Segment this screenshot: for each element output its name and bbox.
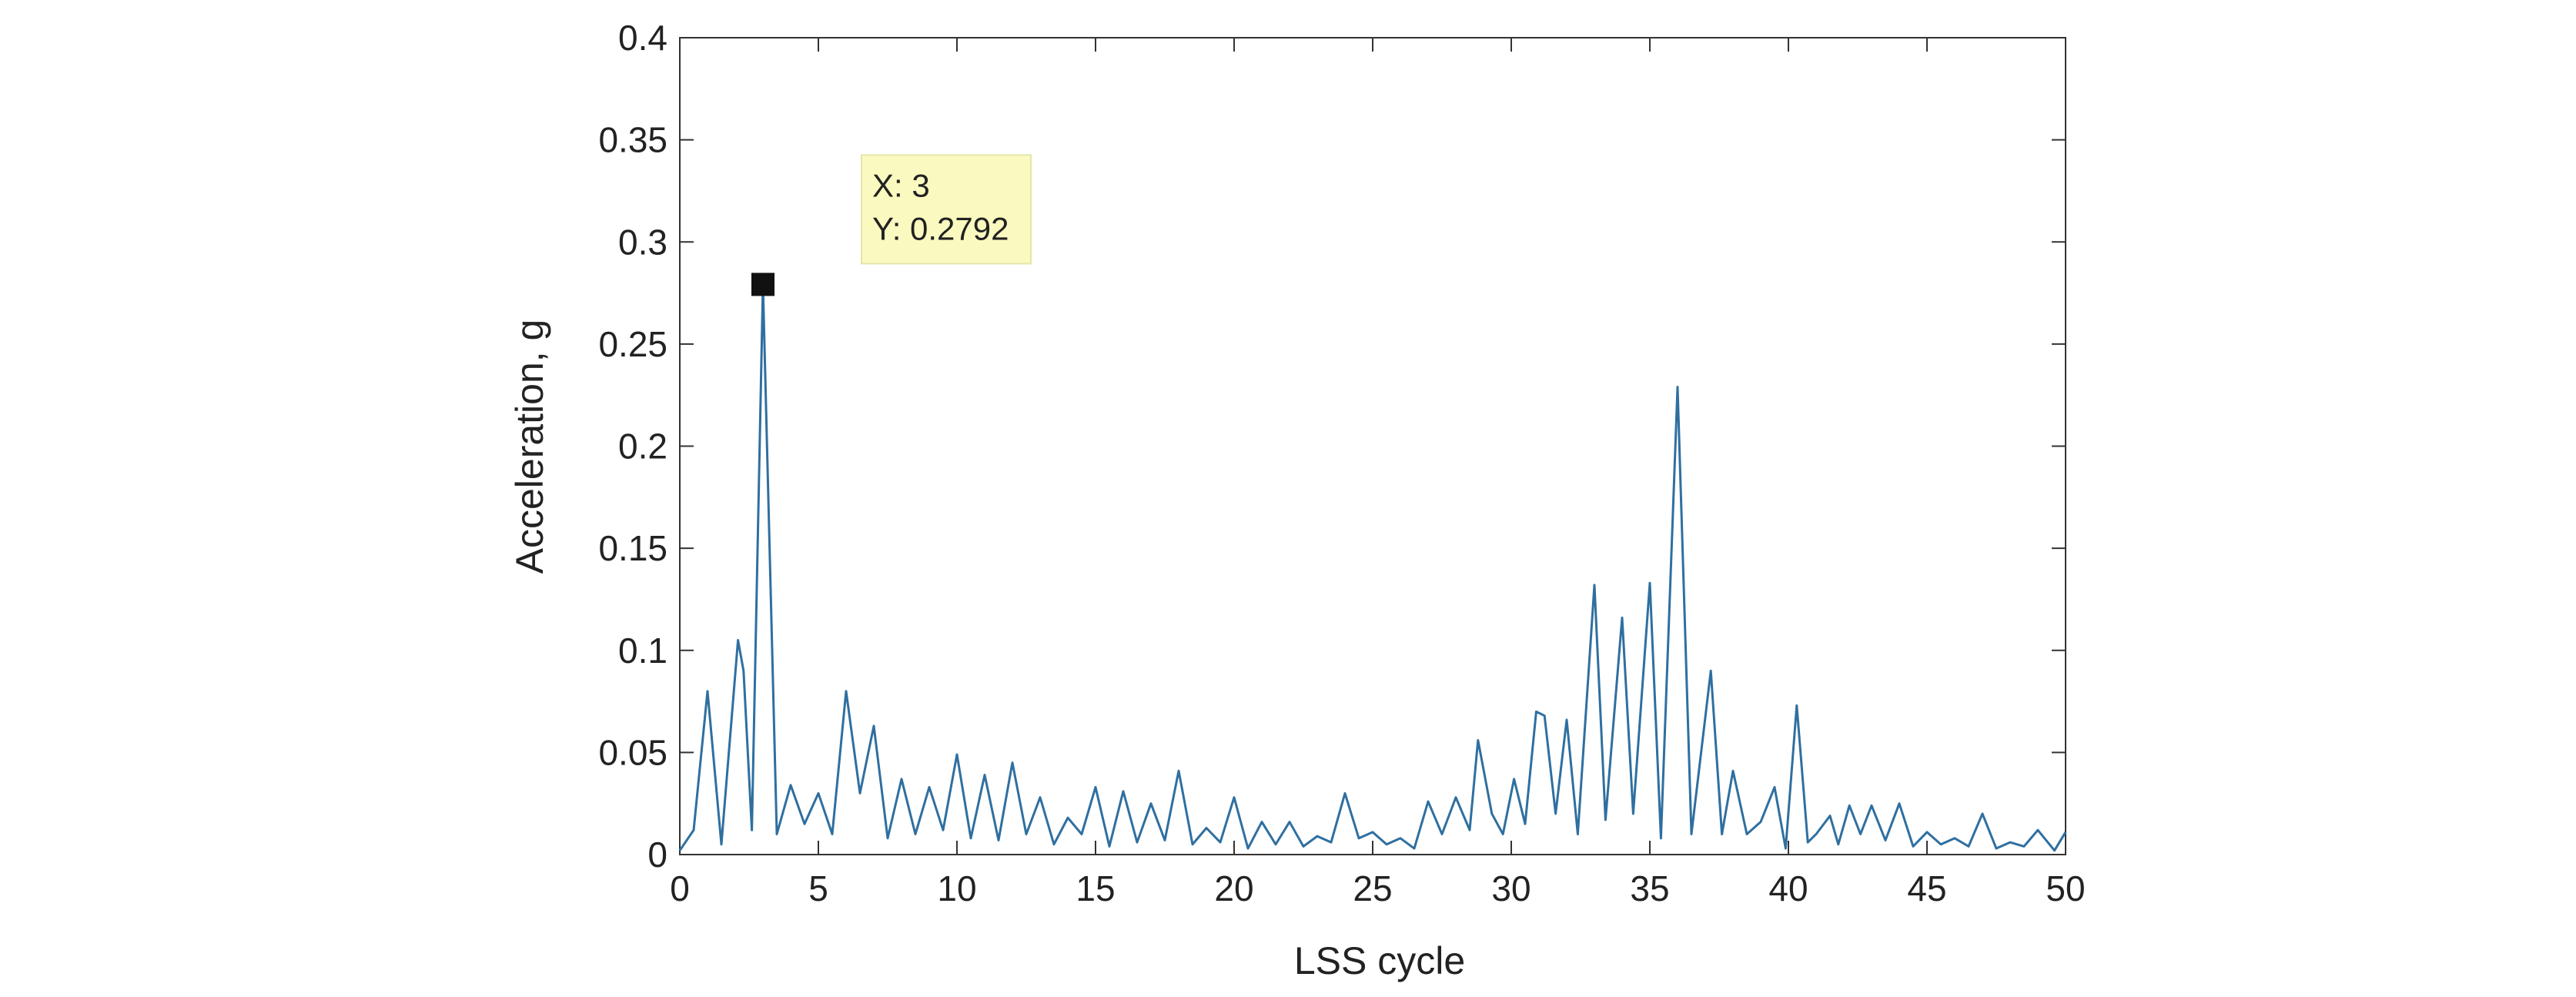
- x-tick-label: 35: [1630, 868, 1669, 908]
- y-tick-label: 0.15: [598, 528, 667, 568]
- data-line: [678, 283, 2067, 852]
- x-tick-label: 5: [808, 868, 828, 908]
- x-axis-label: LSS cycle: [1294, 939, 1465, 982]
- datatip-box: [861, 154, 1032, 265]
- x-tick-label: 20: [1214, 868, 1253, 908]
- x-tick-label: 0: [670, 868, 690, 908]
- datatip-marker: [751, 273, 774, 296]
- datatip-text: X: 3: [872, 167, 930, 203]
- y-tick-label: 0.05: [598, 732, 667, 772]
- x-tick-label: 40: [1768, 868, 1808, 908]
- y-tick-label: 0.35: [598, 120, 667, 160]
- y-tick-label: 0.25: [598, 324, 667, 364]
- y-tick-label: 0.4: [618, 18, 667, 58]
- y-tick-label: 0.3: [618, 222, 667, 262]
- y-tick-label: 0: [647, 835, 667, 875]
- datatip-text: Y: 0.2792: [872, 210, 1009, 246]
- x-tick-label: 50: [2046, 868, 2085, 908]
- x-tick-label: 30: [1491, 868, 1531, 908]
- y-axis-label: Acceleration, g: [508, 320, 551, 574]
- x-tick-label: 25: [1353, 868, 1392, 908]
- y-tick-label: 0.2: [618, 427, 667, 467]
- x-tick-label: 10: [937, 868, 976, 908]
- x-tick-label: 45: [1907, 868, 1946, 908]
- x-tick-label: 15: [1076, 868, 1115, 908]
- y-tick-label: 0.1: [618, 631, 667, 671]
